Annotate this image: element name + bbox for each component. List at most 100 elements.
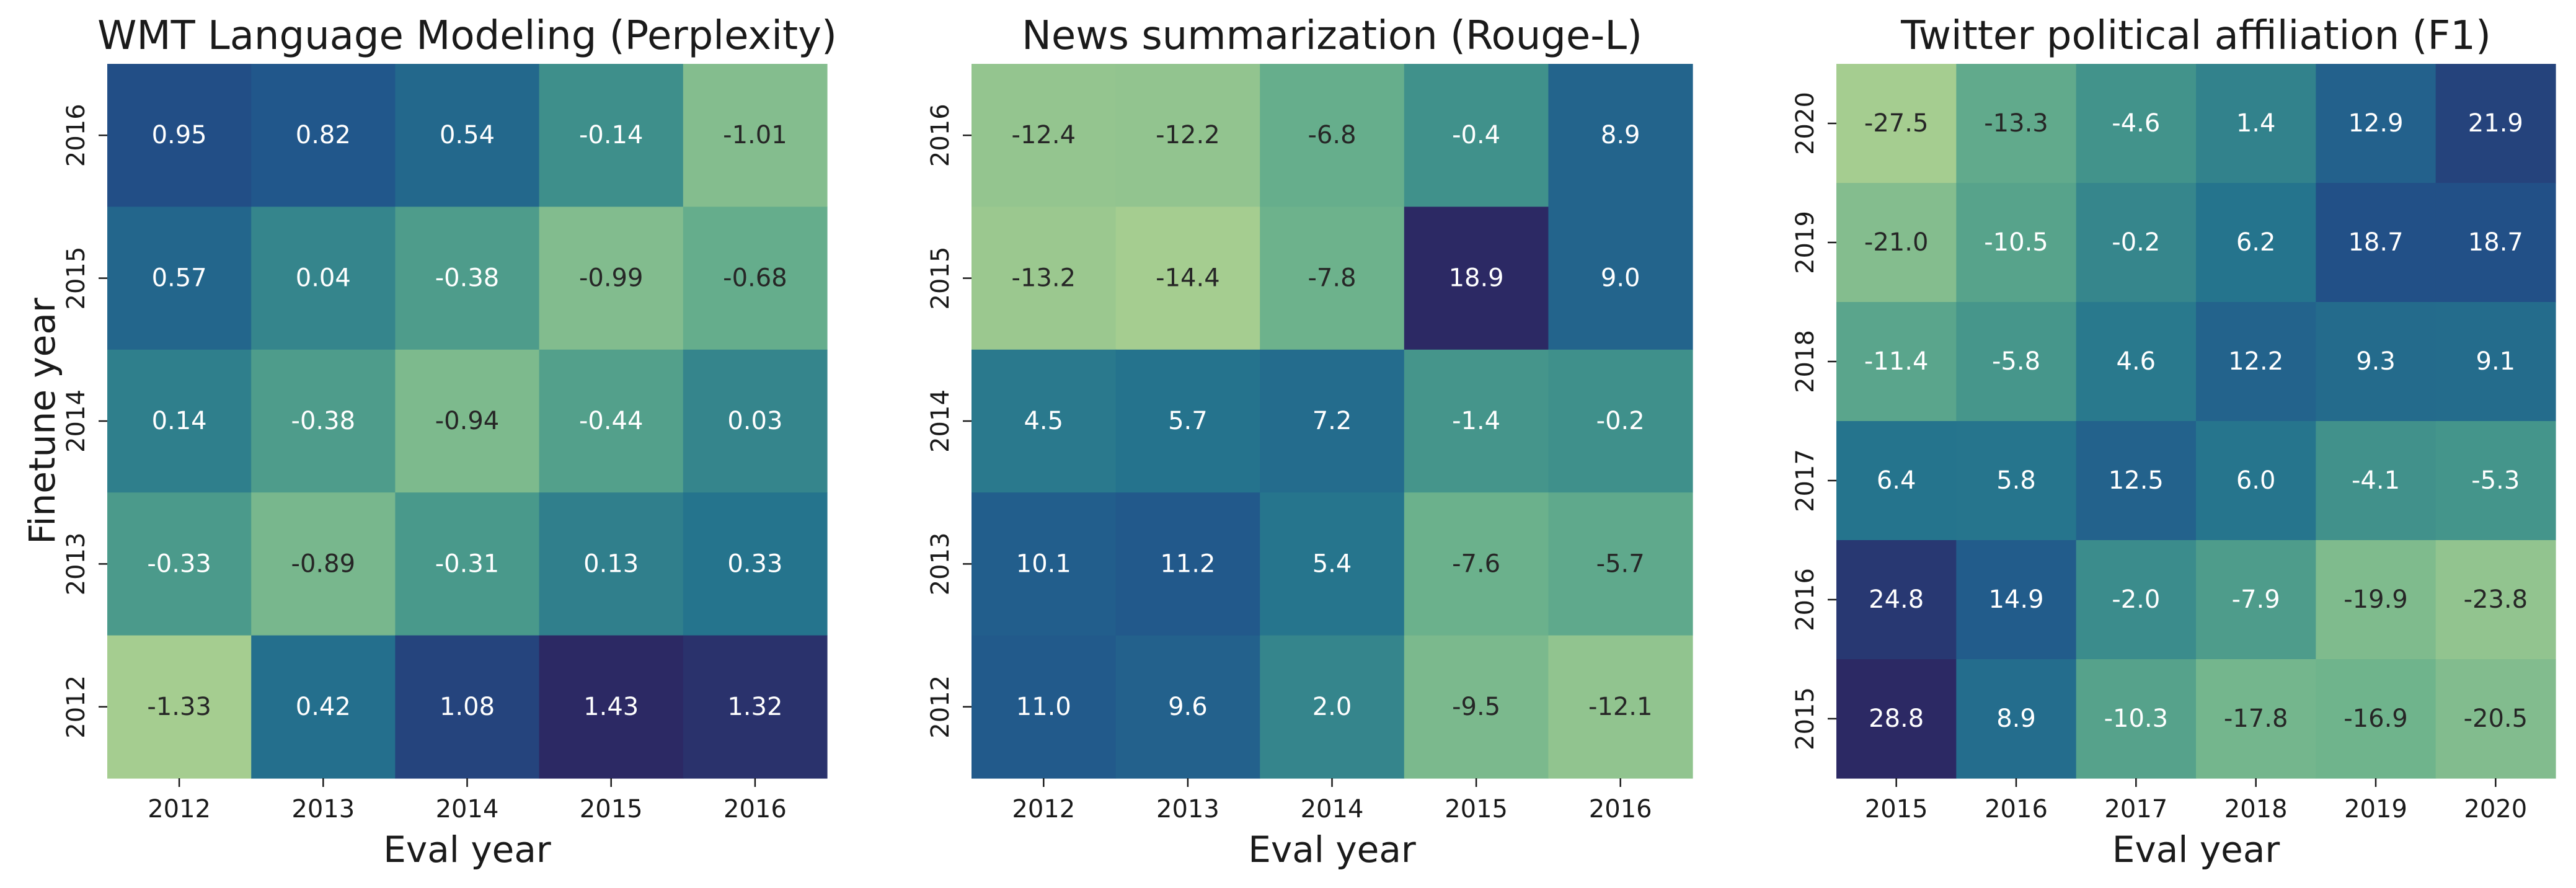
cell-value-label: -0.31 [435, 549, 500, 578]
heatmap-cell [1956, 421, 2077, 541]
x-tick-label: 2018 [2224, 795, 2288, 824]
x-tick-label: 2016 [1985, 795, 2048, 824]
y-tick-label: 2013 [62, 533, 91, 596]
heatmap-cell [972, 492, 1117, 636]
heatmap-cell [1115, 349, 1260, 493]
heatmap-cell [1115, 64, 1260, 207]
cell-value-label: -23.8 [2464, 585, 2528, 614]
cell-value-label: 0.82 [296, 121, 351, 149]
cell-value-label: 12.9 [2348, 109, 2403, 138]
heatmap-cell [539, 64, 684, 207]
heatmap-cell [2435, 64, 2556, 184]
cell-value-label: 12.5 [2109, 466, 2164, 495]
cell-value-label: -1.4 [1452, 407, 1500, 435]
heatmap-cell [1260, 492, 1405, 636]
cell-value-label: 5.8 [1996, 466, 2036, 495]
x-tick-label: 2016 [1589, 795, 1652, 824]
heatmap-cell [2435, 421, 2556, 541]
cell-value-label: 14.9 [1988, 585, 2043, 614]
heatmap-panel-1: 0.95 0.82 0.54 -0.14 -1.01 0.57 0.04 -0.38 -0.99… [21, 13, 837, 871]
x-tick-label: 2019 [2344, 795, 2407, 824]
heatmap-cell [2196, 540, 2316, 660]
cell-value-label: -5.8 [1992, 347, 2040, 376]
heatmap-cell [972, 349, 1117, 493]
y-tick-label: 2016 [1791, 568, 1820, 631]
cell-value-label: 5.4 [1312, 549, 1352, 578]
cell-value-label: 4.6 [2117, 347, 2156, 376]
cell-value-label: -20.5 [2464, 704, 2528, 733]
y-tick-label: 2013 [926, 533, 955, 596]
cell-value-label: 6.0 [2236, 466, 2276, 495]
heatmap-cell [107, 635, 252, 779]
cell-value-label: -0.89 [291, 549, 356, 578]
cell-value-label: 0.13 [583, 549, 639, 578]
heatmap-cell [395, 206, 540, 350]
heatmap-cell [1548, 349, 1693, 493]
cell-value-label: -11.4 [1864, 347, 1929, 376]
y-tick-label: 2015 [62, 247, 91, 310]
heatmap-cell [2076, 183, 2197, 303]
cell-value-label: -0.38 [291, 407, 356, 435]
cell-value-label: -1.33 [147, 693, 211, 721]
heatmap-cell [972, 635, 1117, 779]
y-tick-label: 2016 [62, 104, 91, 167]
cell-value-label: -7.9 [2232, 585, 2280, 614]
heatmap-cell [539, 635, 684, 779]
heatmap-cell [1956, 302, 2077, 422]
cell-value-label: -0.4 [1452, 121, 1500, 149]
heatmap-cell [2196, 183, 2316, 303]
cell-value-label: 24.8 [1869, 585, 1924, 614]
heatmap-cell [395, 349, 540, 493]
cell-value-label: -7.6 [1452, 549, 1500, 578]
cell-value-label: 10.1 [1016, 549, 1071, 578]
cell-value-label: -27.5 [1864, 109, 1929, 138]
heatmap-cell [1115, 492, 1260, 636]
cell-value-label: 0.95 [152, 121, 207, 149]
cell-value-label: 0.04 [296, 264, 351, 293]
heatmap-cell [1836, 421, 1957, 541]
heatmap-cell [2196, 302, 2316, 422]
cell-value-label: -0.2 [2112, 228, 2160, 257]
heatmap-cell [1260, 349, 1405, 493]
x-tick-label: 2013 [1156, 795, 1219, 824]
heatmap-cell [2316, 64, 2437, 184]
cell-value-label: 1.43 [583, 693, 639, 721]
cell-value-label: 11.2 [1160, 549, 1215, 578]
cell-value-label: 0.14 [152, 407, 207, 435]
cell-value-label: 9.1 [2476, 347, 2516, 376]
heatmap-cell [2316, 421, 2437, 541]
chart-title: Twitter political affiliation (F1) [1900, 13, 2491, 59]
cell-value-label: -10.3 [2104, 704, 2169, 733]
x-tick-label: 2013 [291, 795, 355, 824]
cell-value-label: 0.03 [727, 407, 782, 435]
x-axis-label: Eval year [383, 828, 551, 871]
cell-value-label: 18.7 [2468, 228, 2523, 257]
x-tick-label: 2015 [580, 795, 643, 824]
heatmap-cell [2435, 659, 2556, 779]
heatmap-cell [1956, 183, 2077, 303]
cell-value-label: 11.0 [1016, 693, 1071, 721]
cell-value-label: 9.6 [1168, 693, 1208, 721]
cell-value-label: 28.8 [1869, 704, 1924, 733]
y-tick-label: 2019 [1791, 211, 1820, 274]
cell-value-label: 6.2 [2236, 228, 2276, 257]
heatmap-cell [395, 64, 540, 207]
heatmap-cell [683, 492, 828, 636]
x-tick-label: 2012 [148, 795, 211, 824]
heatmap-cell [1260, 64, 1405, 207]
chart-title: News summarization (Rouge-L) [1022, 13, 1642, 59]
heatmap-cell [1404, 492, 1549, 636]
cell-value-label: 2.0 [1312, 693, 1352, 721]
y-tick-label: 2018 [1791, 330, 1820, 393]
heatmap-cell [1115, 206, 1260, 350]
cell-value-label: -0.99 [579, 264, 644, 293]
cell-value-label: 1.4 [2236, 109, 2276, 138]
heatmap-cell [395, 492, 540, 636]
heatmap-cell [2435, 302, 2556, 422]
cell-value-label: -0.2 [1596, 407, 1645, 435]
heatmap-cell [1836, 64, 1957, 184]
heatmap-cell [2076, 64, 2197, 184]
cell-value-label: 5.7 [1168, 407, 1208, 435]
cell-value-label: 1.32 [727, 693, 782, 721]
